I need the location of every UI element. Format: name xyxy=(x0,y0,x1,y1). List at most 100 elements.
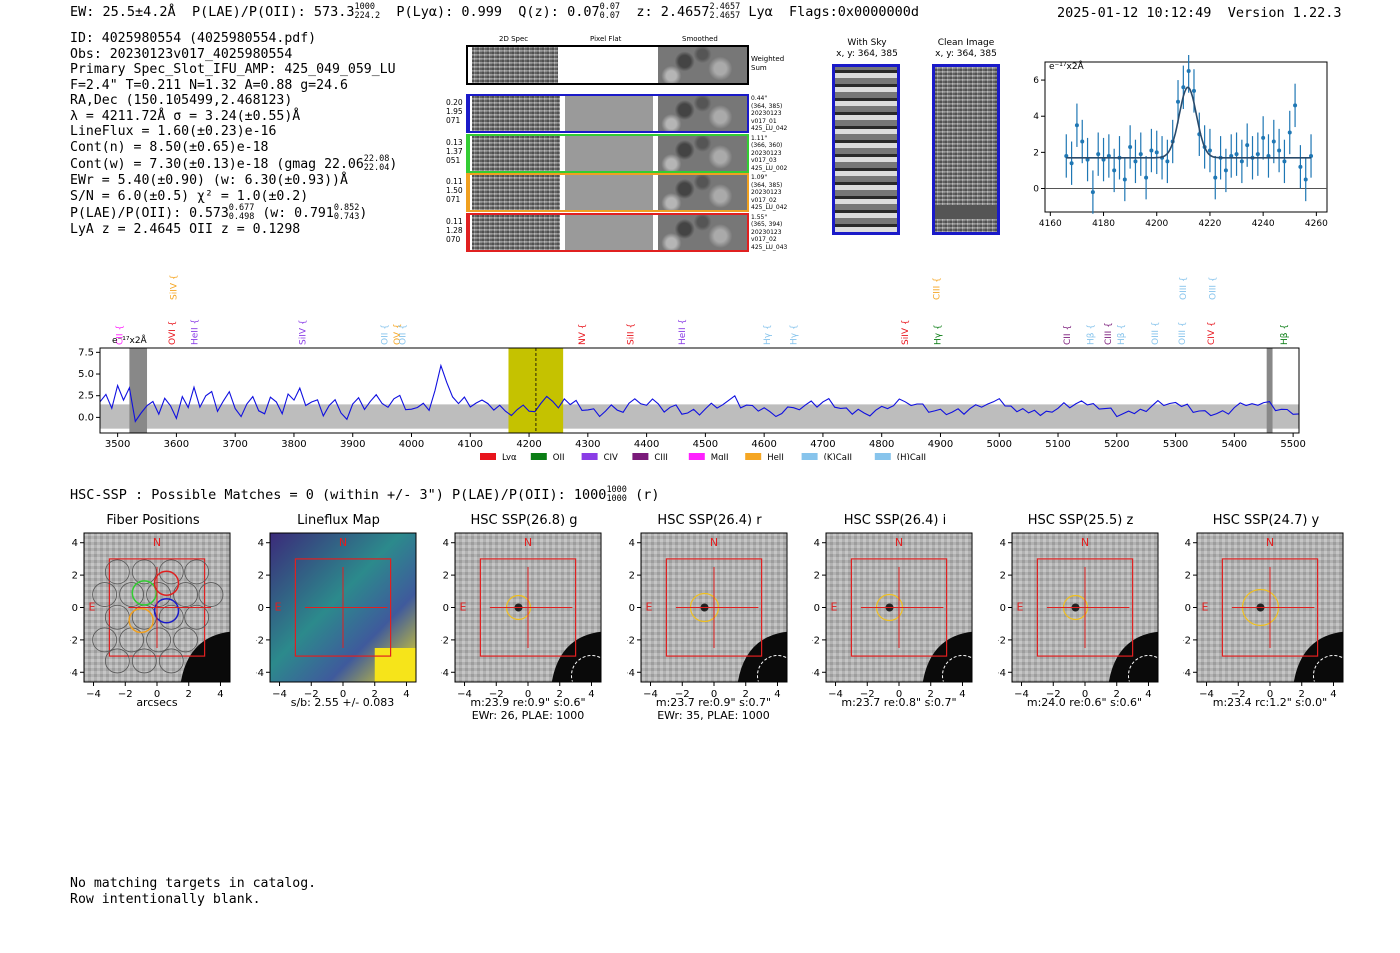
panel-ytick-label: 4 xyxy=(999,538,1005,549)
fit-point xyxy=(1309,153,1314,158)
bright-star-region xyxy=(1293,631,1343,682)
cutout-2dspec xyxy=(472,175,560,210)
footer-line1: No matching targets in catalog. xyxy=(70,876,317,891)
info-ewr: EWr = 5.40(±0.90) (w: 6.30(±0.93))Å xyxy=(70,173,348,188)
bright-star-region xyxy=(551,631,601,682)
fiber-circle xyxy=(158,559,184,585)
cutout-right-value: 425_LU_042 xyxy=(751,204,788,212)
spectrum-xtick-label: 4200 xyxy=(516,439,541,450)
spectrum-line-label: OII { xyxy=(380,324,390,345)
panel-xtick-label: 4 xyxy=(588,689,594,700)
cutout-left-value: 071 xyxy=(446,195,461,204)
legend-label: CIV xyxy=(604,453,618,460)
panel-ytick-label: 0 xyxy=(999,603,1005,614)
spectrum-line-label: Hγ { xyxy=(933,324,943,345)
fiber-circle xyxy=(184,559,210,585)
fit-point xyxy=(1239,159,1244,164)
cutout-smoothed xyxy=(658,175,747,210)
cutout-row xyxy=(466,212,749,252)
fit-point xyxy=(1090,190,1095,195)
spectrum-line-label: CIII { xyxy=(932,277,942,300)
fit-point xyxy=(1069,161,1074,166)
cutout-right-value: v017_01 xyxy=(751,117,777,125)
panel-xtick-label: 0 xyxy=(339,689,345,700)
panel-xtick-label: −4 xyxy=(643,689,658,700)
panel-xtick-label: 2 xyxy=(928,689,934,700)
fiber-circle xyxy=(131,648,157,674)
fit-ytick-label: 2 xyxy=(1033,148,1039,158)
bright-star-region xyxy=(1108,631,1158,682)
info-plae: P(LAE)/P(OII): 0.573 0.677 0.498 (w: 0.791… xyxy=(70,204,397,222)
cutout-row xyxy=(466,94,749,133)
legend-swatch xyxy=(801,453,818,460)
hsc-panel-image: N E −4 −4 −2 −2 0 0 2 2 4 4 xyxy=(627,532,798,700)
fiber-highlight-green xyxy=(131,580,158,606)
fit-point xyxy=(1176,99,1181,104)
fit-point xyxy=(1144,175,1149,180)
panel-ytick-label: 2 xyxy=(1185,571,1191,582)
panel-xtick-label: 4 xyxy=(774,689,780,700)
panel-ytick-label: −2 xyxy=(812,635,820,646)
fit-point xyxy=(1074,123,1079,128)
panel-ytick-label: −2 xyxy=(70,635,78,646)
hsc-panel-title: HSC SSP(26.8) g xyxy=(470,513,578,528)
bright-star-region xyxy=(737,631,787,682)
fit-point xyxy=(1213,175,1218,180)
legend-label: CIII xyxy=(654,453,667,460)
panel-xtick-label: 4 xyxy=(403,689,409,700)
panel-xtick-label: 2 xyxy=(1299,689,1305,700)
cutout-right-value: 425_LU_042 xyxy=(751,125,788,133)
cutout-right-value: 1.55" xyxy=(751,213,768,221)
north-label: N xyxy=(1080,536,1088,549)
fit-axes-frame xyxy=(1044,61,1328,213)
info-contn: Cont(n) = 8.50(±0.65)e-18 xyxy=(70,139,269,155)
with-sky-image xyxy=(832,64,900,235)
cutout-right-meta: 0.44" (364, 385) 20230123 v017_01 425_LU_042 xyxy=(751,95,787,133)
cutout-pixelflat xyxy=(565,135,653,171)
spectrum-xtick-label: 4300 xyxy=(575,439,600,450)
spectrum-line-label: SiII { xyxy=(627,323,637,345)
fit-point xyxy=(1293,103,1298,108)
panel-xtick-label: −2 xyxy=(1231,689,1246,700)
info-plae-lo: 0.498 xyxy=(228,212,255,222)
cutout-smoothed xyxy=(658,214,747,250)
cutout-row-marker xyxy=(466,133,470,173)
header-plae-hi: 1000 xyxy=(354,2,375,12)
hsc-caption-line: arcsecs xyxy=(136,696,178,709)
spectrum-line-label: OIII { xyxy=(1178,321,1188,345)
east-label: E xyxy=(830,601,837,614)
panel-ytick-label: 0 xyxy=(814,603,820,614)
spectrum-line-label: OIII { xyxy=(1209,276,1219,300)
cutout-2dspec xyxy=(472,135,560,171)
spectrum-excluded-range xyxy=(1266,348,1273,433)
panel-ytick-label: −2 xyxy=(256,635,264,646)
header-ew: EW: 25.5±4.2Å xyxy=(70,4,176,20)
panel-xtick-label: −4 xyxy=(86,689,101,700)
cutout-right-meta: 1.11" (366, 360) 20230123 v017_03 425_LU_002 xyxy=(751,135,787,173)
header-flags: Flags:0x0000000d xyxy=(789,4,920,20)
fit-point xyxy=(1112,168,1117,173)
panel-xtick-label: 2 xyxy=(1113,689,1119,700)
north-label: N xyxy=(1266,536,1274,549)
cutout-right-value: (366, 360) xyxy=(751,142,783,150)
cutout-right-value: v017_03 xyxy=(751,157,777,165)
spectrum-xtick-label: 4600 xyxy=(751,439,776,450)
panel-xtick-label: −2 xyxy=(489,689,504,700)
cutout-left-value: 1.95 xyxy=(446,107,463,116)
fit-point xyxy=(1133,159,1138,164)
panel-xtick-label: 0 xyxy=(1081,689,1087,700)
hsc-panel-caption: s/b: 2.55 +/- 0.083 xyxy=(258,696,428,709)
spectrum-ytick-label: 0.0 xyxy=(78,412,94,423)
panel-xtick-label: 0 xyxy=(154,689,160,700)
spectrum-xtick-label: 3600 xyxy=(164,439,189,450)
panel-ytick-label: −2 xyxy=(1183,635,1191,646)
legend-swatch xyxy=(480,453,496,460)
col-title-pixelflat: Pixel Flat xyxy=(590,35,622,43)
fit-point xyxy=(1186,69,1191,74)
cutout-right-value: (365, 394) xyxy=(751,221,783,229)
legend-swatch xyxy=(688,453,705,460)
spectrum-excluded-range xyxy=(129,348,148,433)
hsc-caption-line: m:23.9 re:0.9" s:0.6" xyxy=(470,696,586,709)
fit-point xyxy=(1287,130,1292,135)
